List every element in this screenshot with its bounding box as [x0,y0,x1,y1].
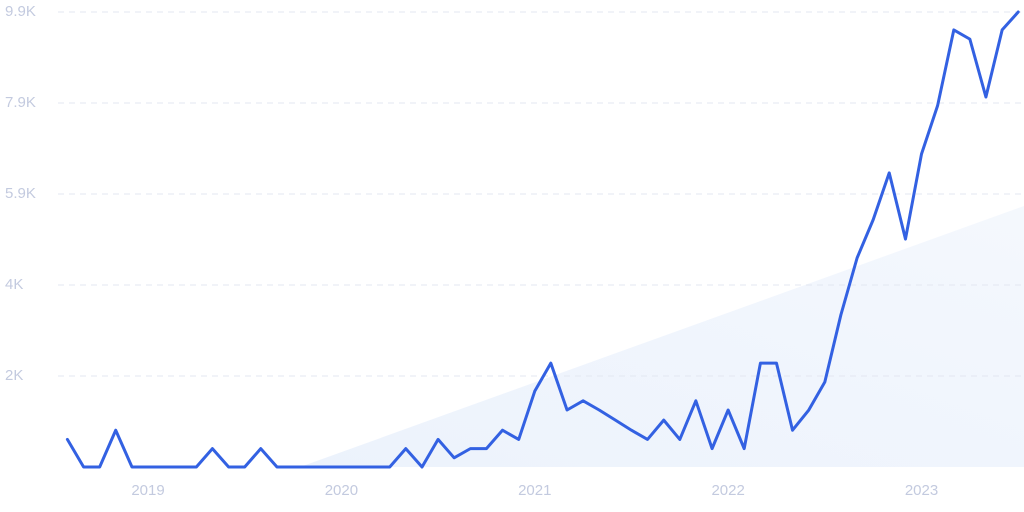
x-tick-label: 2020 [325,482,358,499]
data-line [65,10,1020,469]
y-tick-label: 7.9K [5,94,36,111]
grid [58,11,1024,377]
trend-area [300,206,1024,467]
axis-labels: 2K 4K 5.9K 7.9K 9.9K 2019 2020 2021 2022 2023 [5,3,938,499]
y-tick-label: 9.9K [5,3,36,20]
x-tick-label: 2019 [131,482,164,499]
y-tick-label: 4K [5,276,23,293]
x-tick-label: 2023 [905,482,938,499]
y-tick-label: 2K [5,367,23,384]
x-tick-label: 2021 [518,482,551,499]
x-tick-label: 2022 [711,482,744,499]
series [65,10,1020,469]
y-tick-label: 5.9K [5,185,36,202]
